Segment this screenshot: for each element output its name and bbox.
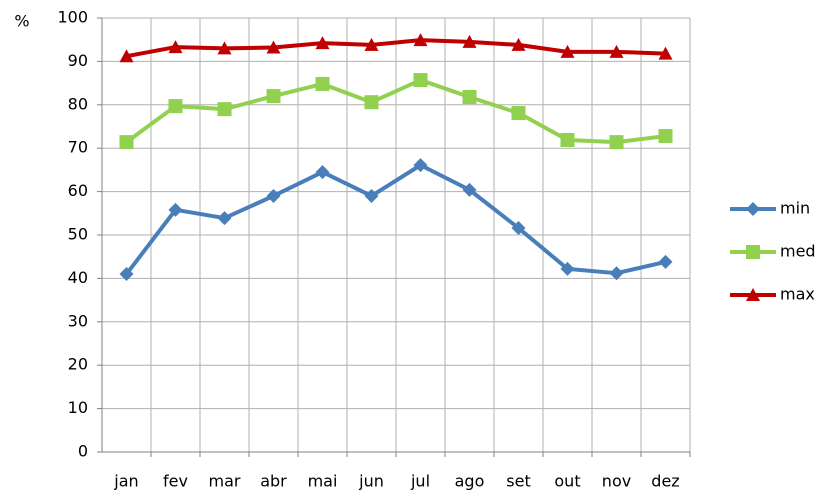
legend-label: med (780, 242, 816, 261)
marker (119, 135, 134, 150)
marker (217, 211, 232, 226)
y-tick-label: 80 (68, 94, 88, 113)
y-tick-label: 60 (68, 181, 88, 200)
marker (119, 267, 134, 282)
x-tick-label: fev (163, 472, 188, 491)
x-tick-label: nov (602, 472, 631, 491)
marker (364, 37, 379, 51)
marker (462, 89, 477, 104)
y-axis-label: % (14, 12, 29, 31)
marker (609, 266, 624, 281)
marker (462, 182, 477, 197)
x-tick-label: ago (455, 472, 485, 491)
series-line (125, 78, 666, 145)
legend-label: max (780, 285, 815, 304)
marker (560, 261, 575, 276)
y-tick-label: 30 (68, 311, 88, 330)
x-tick-label: jan (113, 472, 138, 491)
marker (315, 76, 330, 91)
legend-label: min (780, 199, 810, 218)
x-tick-label: jun (358, 472, 384, 491)
marker (168, 99, 183, 114)
marker (168, 202, 183, 217)
x-tick-label: out (554, 472, 580, 491)
marker (658, 254, 673, 269)
x-tick-label: set (506, 472, 530, 491)
marker (364, 95, 379, 110)
marker (168, 40, 183, 54)
marker (315, 165, 330, 180)
marker (746, 202, 760, 216)
series-line (126, 38, 666, 59)
marker (119, 49, 134, 63)
marker (315, 36, 330, 50)
y-tick-label: 0 (78, 442, 88, 461)
marker (609, 135, 624, 150)
y-tick-label: 10 (68, 398, 88, 417)
marker (266, 89, 281, 104)
marker (658, 46, 673, 60)
marker (413, 73, 428, 88)
marker (413, 158, 428, 173)
marker (266, 188, 281, 203)
x-tick-label: mai (308, 472, 338, 491)
series-line (124, 163, 666, 276)
y-tick-label: 70 (68, 138, 88, 157)
y-tick-label: 100 (57, 8, 88, 27)
y-tick-label: 20 (68, 355, 88, 374)
marker (266, 40, 281, 54)
y-tick-label: 50 (68, 225, 88, 244)
marker (609, 44, 624, 58)
x-tick-label: abr (260, 472, 287, 491)
marker (217, 41, 232, 55)
marker (413, 33, 428, 47)
marker (364, 188, 379, 203)
marker (511, 37, 526, 51)
marker (511, 106, 526, 121)
marker (658, 129, 673, 144)
marker (560, 44, 575, 58)
x-tick-label: dez (651, 472, 679, 491)
marker (511, 221, 526, 236)
x-tick-label: jul (410, 472, 430, 491)
marker (746, 245, 760, 259)
marker (462, 34, 477, 48)
x-tick-label: mar (209, 472, 241, 491)
marker (217, 102, 232, 117)
marker (746, 288, 760, 301)
y-tick-label: 40 (68, 268, 88, 287)
marker (560, 132, 575, 147)
y-tick-label: 90 (68, 51, 88, 70)
